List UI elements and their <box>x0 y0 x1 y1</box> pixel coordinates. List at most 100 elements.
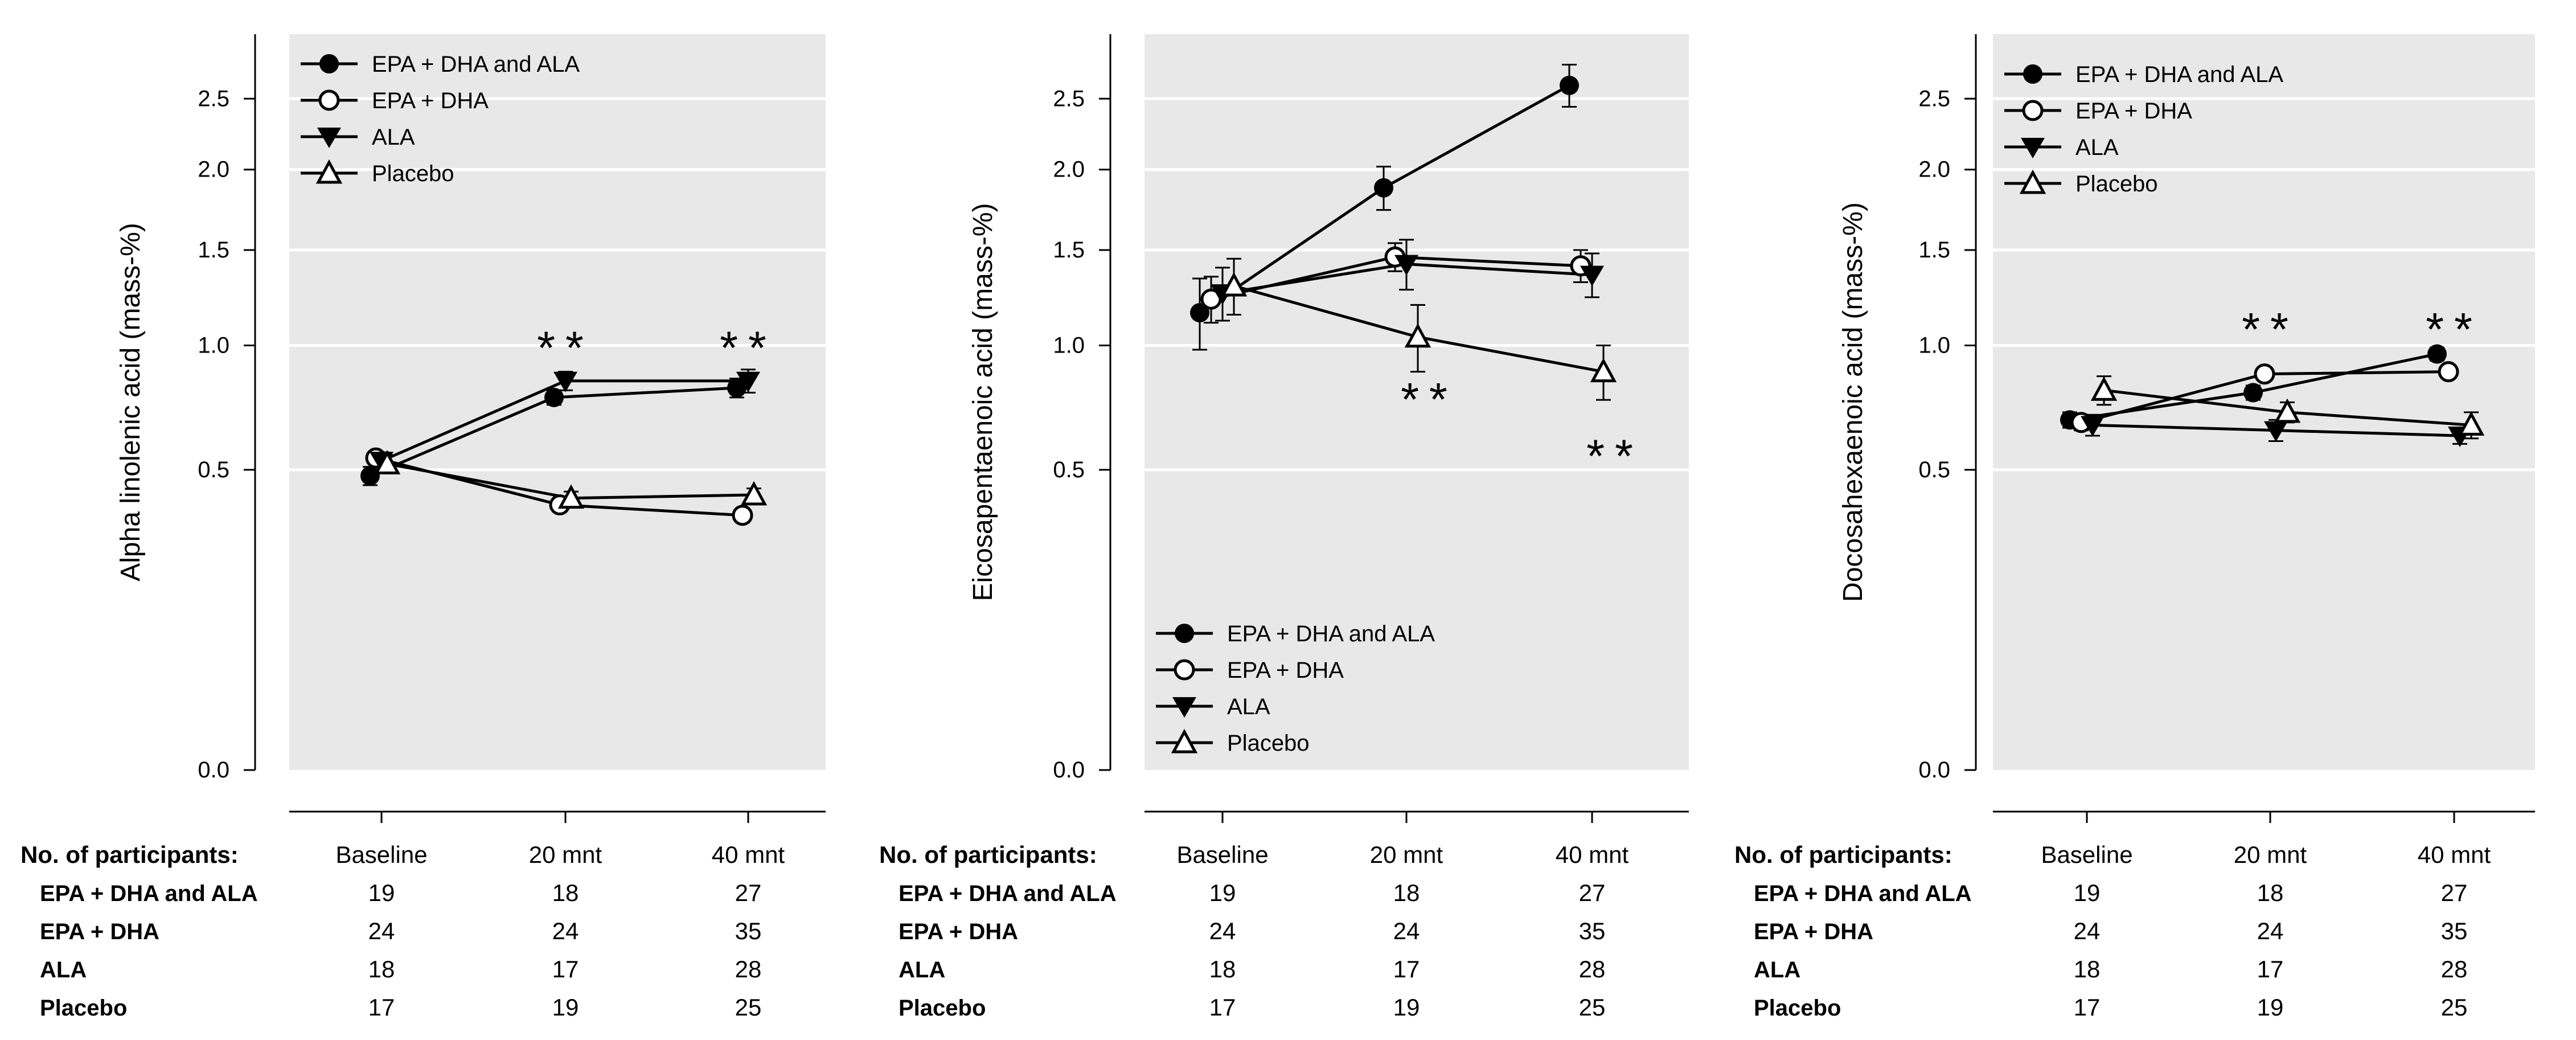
legend-label: EPA + DHA and ALA <box>1227 621 1435 646</box>
data-point-epa-dha-and-ala <box>727 378 746 398</box>
table-timepoint: Baseline <box>335 841 427 868</box>
table-timepoint: 20 mnt <box>1370 841 1443 868</box>
y-tick-label: 2.0 <box>1053 157 1085 182</box>
y-tick-label: 1.0 <box>198 333 229 358</box>
y-tick-label: 0.5 <box>1918 457 1950 482</box>
legend-item-placebo: Placebo <box>301 159 454 186</box>
y-axis-label: Alpha linolenic acid (mass-%) <box>116 223 146 582</box>
legend-marker <box>1174 659 1195 681</box>
data-point-epa-dha-and-ala <box>1374 178 1393 198</box>
data-point-ala <box>736 371 760 392</box>
table-cell: 17 <box>1209 994 1236 1021</box>
legend-label: EPA + DHA and ALA <box>372 52 580 77</box>
legend-item-epa-dha: EPA + DHA <box>1156 658 1344 683</box>
table-row-label: ALA <box>40 957 87 982</box>
legend-item-placebo: Placebo <box>1156 728 1310 756</box>
y-tick-label: 1.0 <box>1918 333 1950 358</box>
legend-label: Placebo <box>1227 731 1310 756</box>
table-row-label: ALA <box>899 957 945 982</box>
table-cell: 17 <box>1393 956 1420 982</box>
plot-area <box>1993 34 2535 770</box>
table-cell: 19 <box>552 994 579 1021</box>
legend-marker <box>2019 169 2046 194</box>
legend-marker <box>2023 64 2042 84</box>
table-cell: 28 <box>1579 956 1606 982</box>
data-point-ala <box>553 371 577 392</box>
y-tick-label: 2.0 <box>198 157 229 182</box>
data-point-epa-dha <box>2254 363 2275 385</box>
legend-marker <box>1172 697 1196 718</box>
table-cell: 18 <box>2257 879 2284 906</box>
data-point-placebo <box>2458 411 2485 436</box>
data-point-ala <box>1580 265 1604 286</box>
table-header: No. of participants: <box>879 841 1097 868</box>
chart-panel-3: 0.0 0.5 1.0 1.5 2.0 2.5 Docosahexaenoic acid (… <box>1734 34 2535 1021</box>
table-row-label: EPA + DHA <box>40 919 159 944</box>
y-tick-label: 0.5 <box>1053 457 1085 482</box>
legend-marker <box>1171 728 1198 754</box>
table-cell: 17 <box>2074 994 2101 1021</box>
legend-marker <box>319 54 339 73</box>
legend-marker <box>2022 100 2044 121</box>
legend-label: EPA + DHA <box>2075 99 2192 124</box>
table-cell: 19 <box>368 879 395 906</box>
table-cell: 17 <box>368 994 395 1021</box>
chart-panel-1: 0.0 0.5 1.0 1.5 2.0 2.5 Alpha linolenic acid (… <box>20 34 826 1021</box>
significance-marker: ** <box>1586 431 1643 482</box>
table-cell: 27 <box>735 879 762 906</box>
legend-label: EPA + DHA <box>1227 658 1344 683</box>
legend: EPA + DHA and ALA EPA + DHA ALA Placebo <box>2004 62 2283 196</box>
table-row-label: EPA + DHA and ALA <box>899 881 1117 906</box>
legend: EPA + DHA and ALA EPA + DHA ALA Placebo <box>1156 621 1435 756</box>
y-tick-label: 1.5 <box>1053 238 1085 263</box>
table-cell: 18 <box>368 956 395 982</box>
data-point-epa-dha-and-ala <box>544 387 564 407</box>
y-tick-label: 0.0 <box>198 758 229 783</box>
data-point-epa-dha-and-ala <box>1560 75 1579 95</box>
data-point-placebo <box>1404 323 1431 348</box>
legend-marker <box>315 159 343 184</box>
table-timepoint: 20 mnt <box>2234 841 2307 868</box>
y-tick-label: 1.5 <box>1918 238 1950 263</box>
table-cell: 25 <box>1579 994 1606 1021</box>
y-axis-label: Eicosapentaenoic acid (mass-%) <box>968 203 998 601</box>
table-cell: 24 <box>2257 918 2284 944</box>
data-point-ala <box>2264 421 2288 442</box>
legend-label: EPA + DHA and ALA <box>2075 62 2283 87</box>
legend-label: ALA <box>2075 135 2119 160</box>
table-cell: 17 <box>2257 956 2284 982</box>
participants-table: No. of participants: Baseline 20 mnt 40 mnt… <box>879 841 1629 1021</box>
legend-item-epa-dha: EPA + DHA <box>2004 99 2192 124</box>
legend-item-ala: ALA <box>1156 694 1270 719</box>
legend-label: Placebo <box>2075 171 2158 196</box>
table-row-label: EPA + DHA <box>1754 919 1873 944</box>
table-cell: 28 <box>735 956 762 982</box>
significance-marker: ** <box>2242 304 2299 356</box>
table-row-label: Placebo <box>899 996 986 1021</box>
data-point-placebo <box>2090 376 2118 401</box>
y-tick-label: 2.5 <box>198 86 229 111</box>
legend-marker <box>2021 138 2045 158</box>
significance-marker: ** <box>1401 374 1458 425</box>
table-cell: 25 <box>2441 994 2468 1021</box>
y-tick-label: 2.0 <box>1918 157 1950 182</box>
legend-item-epa-dha-and-ala: EPA + DHA and ALA <box>1156 621 1435 646</box>
table-cell: 27 <box>1579 879 1606 906</box>
table-cell: 19 <box>1393 994 1420 1021</box>
significance-marker: ** <box>720 322 777 374</box>
y-tick-label: 2.5 <box>1918 86 1950 111</box>
table-cell: 35 <box>735 918 762 944</box>
legend-marker <box>1175 624 1194 643</box>
data-point-placebo <box>557 484 585 509</box>
table-timepoint: 40 mnt <box>2418 841 2491 868</box>
data-point-epa-dha <box>732 505 753 526</box>
legend-item-ala: ALA <box>301 125 415 150</box>
chart-panel-2: 0.0 0.5 1.0 1.5 2.0 2.5 Eicosapentaenoic acid … <box>879 34 1689 1021</box>
legend-marker <box>318 89 340 111</box>
table-row-label: EPA + DHA <box>899 919 1018 944</box>
table-timepoint: Baseline <box>1176 841 1268 868</box>
table-cell: 28 <box>2441 956 2468 982</box>
legend: EPA + DHA and ALA EPA + DHA ALA Placebo <box>301 52 580 186</box>
table-cell: 27 <box>2441 879 2468 906</box>
table-cell: 18 <box>2074 956 2101 982</box>
